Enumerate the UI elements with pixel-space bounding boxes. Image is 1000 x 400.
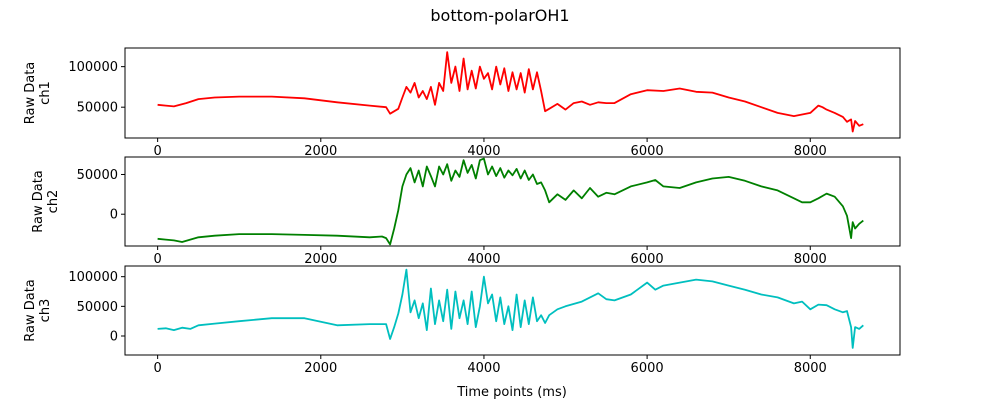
x-tick-label: 0 — [153, 361, 161, 376]
y-axis-label-line: ch1 — [38, 81, 53, 105]
y-axis-label-line: Raw Data — [23, 62, 38, 125]
y-tick-label: 100000 — [68, 60, 118, 75]
series-line-ch2 — [158, 159, 864, 245]
y-axis-label-ch3: Raw Datach3 — [23, 279, 53, 342]
axes-frame-ch1 — [125, 48, 900, 138]
axes-frame-ch2 — [125, 157, 900, 246]
panel-ch3: 0 2000 4000 6000 8000 0 50000 100000 Raw Datach3 — [23, 266, 900, 376]
y-tick-label: 50000 — [77, 168, 118, 183]
x-tick-label: 8000 — [794, 252, 827, 267]
series-line-ch3 — [158, 270, 864, 348]
y-axis-label-ch1: Raw Datach1 — [23, 62, 53, 125]
y-tick-label: 50000 — [77, 101, 118, 116]
chart-title: bottom-polarOH1 — [430, 6, 569, 25]
series-line-ch1 — [158, 52, 864, 131]
y-axis-label-line: Raw Data — [23, 279, 38, 342]
x-tick-label: 6000 — [631, 361, 664, 376]
x-tick-label: 4000 — [467, 252, 500, 267]
axes-frame-ch3 — [125, 266, 900, 355]
x-tick-label: 6000 — [631, 252, 664, 267]
y-axis-label-line: Raw Data — [31, 170, 46, 233]
y-axis-label-ch2: Raw Datach2 — [31, 170, 61, 233]
y-tick-label: 0 — [110, 208, 118, 223]
x-tick-label: 2000 — [304, 361, 337, 376]
y-axis-label-line: ch2 — [46, 190, 61, 214]
x-tick-label: 2000 — [304, 252, 337, 267]
y-tick-label: 50000 — [77, 300, 118, 315]
panel-ch2: 0 2000 4000 6000 8000 0 50000 Raw Datach2 — [31, 157, 900, 267]
x-tick-label: 8000 — [794, 361, 827, 376]
y-tick-label: 100000 — [68, 270, 118, 285]
y-axis-label-line: ch3 — [38, 299, 53, 323]
x-tick-label: 0 — [153, 252, 161, 267]
x-axis-label: Time points (ms) — [456, 385, 567, 400]
y-tick-label: 0 — [110, 330, 118, 345]
x-tick-label: 4000 — [467, 361, 500, 376]
